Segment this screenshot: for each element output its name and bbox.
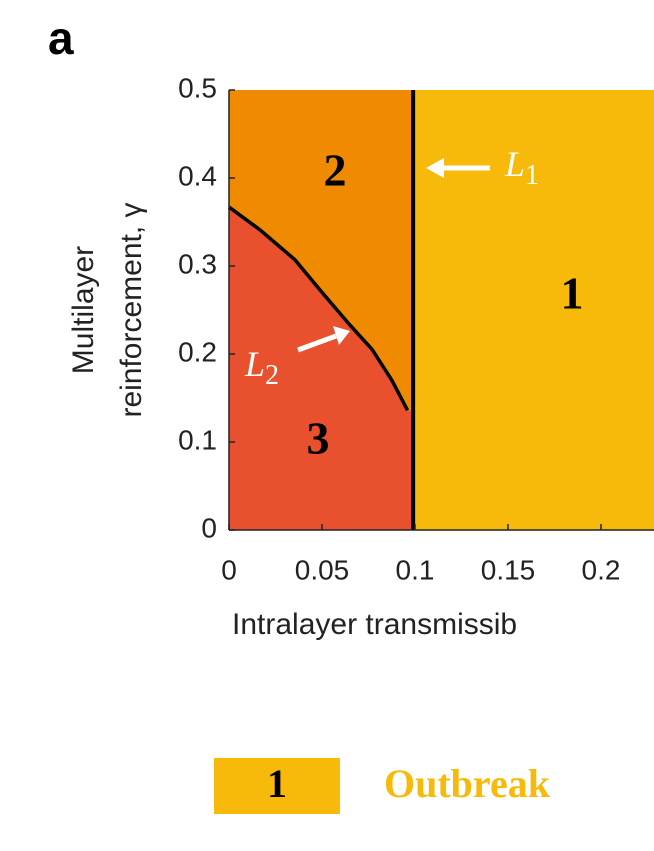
y-tick-label: 0.1 <box>178 424 217 455</box>
arrow-head <box>426 158 444 178</box>
region <box>229 207 414 531</box>
panel-label: a <box>48 12 74 64</box>
boundary-line <box>227 205 410 412</box>
y-axis-label-line: Multilayer <box>67 246 100 374</box>
x-tick-label: 0.15 <box>481 554 536 585</box>
legend-swatch <box>214 758 340 814</box>
y-axis-label-line: reinforcement, γ <box>115 202 148 417</box>
y-tick-label: 0 <box>201 512 217 543</box>
y-tick-label: 0.3 <box>178 248 217 279</box>
legend-label: 1 <box>267 761 287 806</box>
boundary-subscript: 1 <box>525 160 539 191</box>
boundary-subscript: 2 <box>265 360 279 391</box>
y-axis-label: Multilayer reinforcement, γ <box>67 202 148 417</box>
arrow <box>297 333 337 353</box>
x-tick-label: 0.05 <box>295 554 350 585</box>
boundary-label: L1 <box>504 144 539 191</box>
boundary-name: L <box>504 144 525 184</box>
y-tick-label: 0.2 <box>178 336 217 367</box>
boundary-label: L2 <box>244 344 279 391</box>
region <box>413 90 654 530</box>
region-label: 3 <box>307 413 330 464</box>
legend-name: Outbreak <box>384 761 551 806</box>
y-tick-label: 0.5 <box>178 72 217 103</box>
arrow-head <box>333 326 350 345</box>
x-tick-label: 0.1 <box>396 554 435 585</box>
region-label: 2 <box>324 145 347 196</box>
region <box>229 90 414 411</box>
y-tick-label: 0.4 <box>178 160 217 191</box>
boundary-name: L <box>244 344 265 384</box>
region-label: 1 <box>561 268 584 319</box>
x-tick-label: 0.2 <box>582 554 621 585</box>
arrows <box>297 158 490 353</box>
x-axis-label: Intralayer transmissib <box>232 608 517 641</box>
x-tick-label: 0 <box>221 554 237 585</box>
